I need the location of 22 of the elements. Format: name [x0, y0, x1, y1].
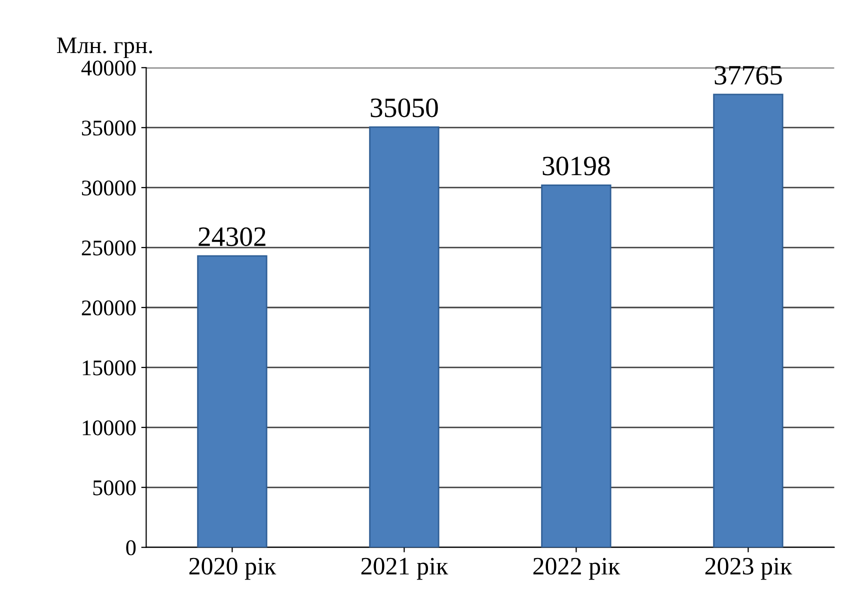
bar: [541, 184, 612, 548]
bar: [713, 94, 784, 548]
data-label: 24302: [198, 227, 266, 246]
data-label: 37765: [714, 66, 782, 85]
y-axis-title: Млн. грн.: [56, 38, 152, 58]
y-tick-label: 10000: [82, 420, 136, 436]
x-tick-label: 2021 рік: [361, 558, 448, 580]
bar: [197, 255, 268, 548]
bar: [369, 126, 440, 548]
y-tick-label: 30000: [82, 180, 136, 196]
x-tick-label: 2020 рік: [189, 558, 276, 580]
x-tick-label: 2022 рік: [533, 558, 620, 580]
y-tick-label: 25000: [82, 240, 136, 256]
y-tick-label: 5000: [93, 480, 136, 496]
y-tick-label: 15000: [82, 360, 136, 376]
data-label: 35050: [370, 98, 438, 118]
y-tick-label: 35000: [82, 120, 136, 136]
data-label: 30198: [542, 156, 610, 176]
y-tick-label: 20000: [82, 300, 136, 316]
y-tick-label: 40000: [81, 60, 136, 76]
x-tick-label: 2023 рік: [705, 558, 792, 580]
y-tick-label: 0: [126, 540, 136, 556]
